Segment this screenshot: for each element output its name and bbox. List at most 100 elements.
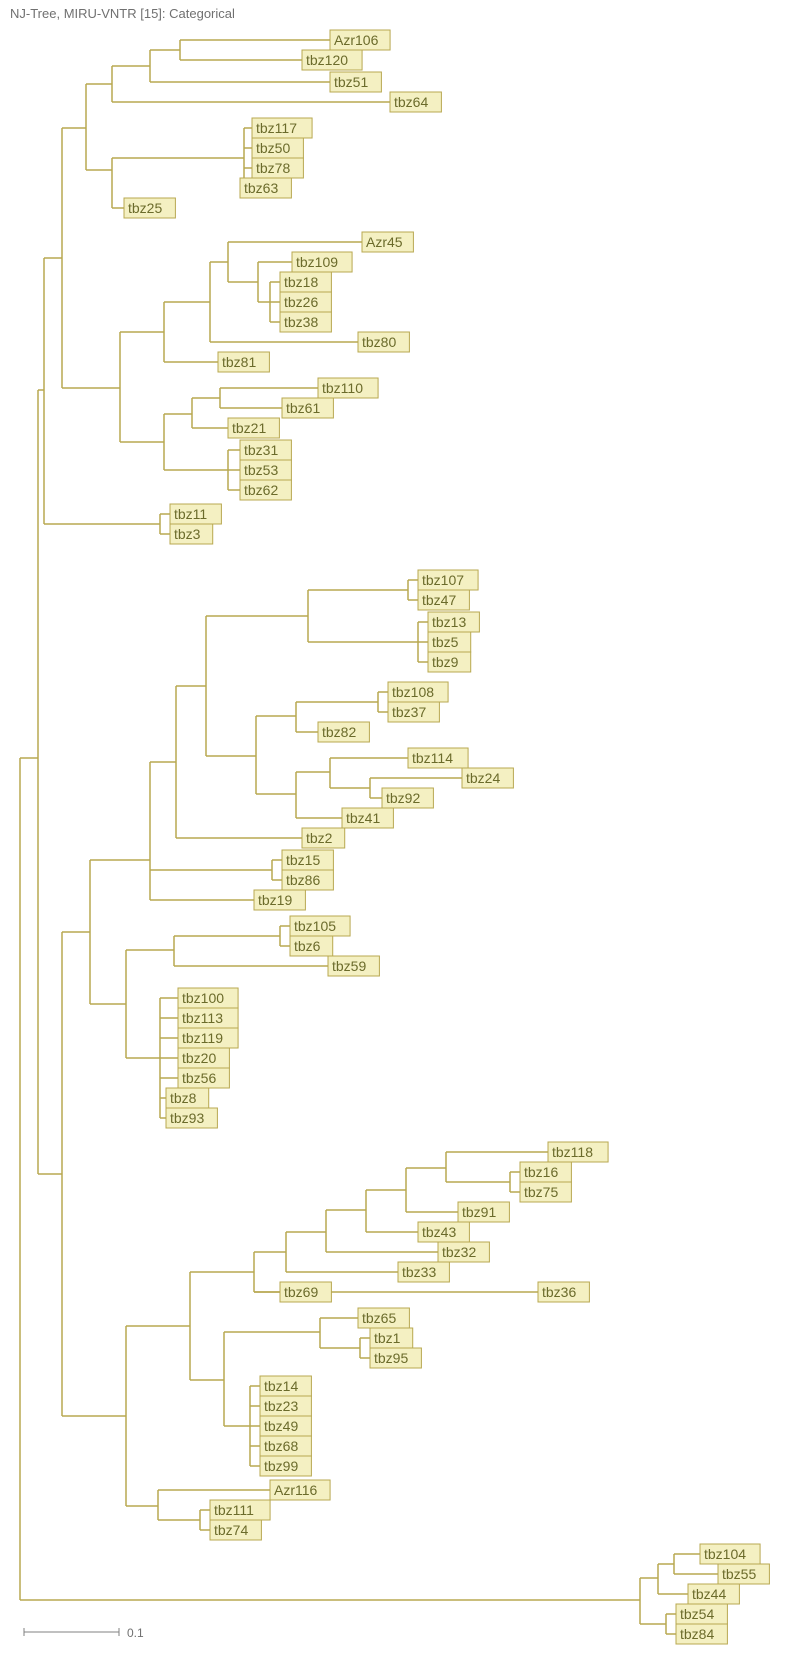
leaf-label: tbz1 [374, 1330, 401, 1346]
leaf-node: tbz104 [700, 1544, 760, 1564]
leaf-label: tbz74 [214, 1522, 248, 1538]
leaf-label: tbz56 [182, 1070, 216, 1086]
leaf-node: tbz19 [254, 890, 305, 910]
leaf-label: tbz15 [286, 852, 320, 868]
leaf-node: tbz15 [282, 850, 333, 870]
leaf-label: tbz41 [346, 810, 380, 826]
leaf-label: tbz119 [182, 1030, 223, 1046]
leaf-label: tbz109 [296, 254, 338, 270]
leaf-label: tbz54 [680, 1606, 714, 1622]
leaf-label: tbz105 [294, 918, 336, 934]
leaf-node: tbz55 [718, 1564, 769, 1584]
leaf-label: Azr106 [334, 32, 379, 48]
leaf-node: tbz61 [282, 398, 333, 418]
leaf-node: tbz114 [408, 748, 468, 768]
leaf-node: tbz9 [428, 652, 471, 672]
phylogenetic-tree: NJ-Tree, MIRU-VNTR [15]: CategoricalAzr1… [0, 0, 792, 1653]
leaf-node: tbz16 [520, 1162, 571, 1182]
leaf-label: tbz23 [264, 1398, 298, 1414]
leaf-node: tbz111 [210, 1500, 270, 1520]
leaf-label: tbz16 [524, 1164, 558, 1180]
leaf-label: tbz20 [182, 1050, 216, 1066]
leaf-label: tbz8 [170, 1090, 197, 1106]
leaf-label: Azr45 [366, 234, 403, 250]
leaf-label: tbz53 [244, 462, 278, 478]
leaf-label: tbz65 [362, 1310, 396, 1326]
leaf-label: tbz21 [232, 420, 266, 436]
leaf-label: tbz14 [264, 1378, 298, 1394]
leaf-node: Azr116 [270, 1480, 330, 1500]
leaf-node: tbz82 [318, 722, 369, 742]
leaf-label: tbz43 [422, 1224, 456, 1240]
leaf-node: tbz13 [428, 612, 479, 632]
leaf-label: tbz25 [128, 200, 162, 216]
leaf-label: tbz61 [286, 400, 320, 416]
leaf-label: tbz84 [680, 1626, 714, 1642]
leaf-node: tbz69 [280, 1282, 331, 1302]
leaf-node: tbz26 [280, 292, 331, 312]
leaf-node: tbz108 [388, 682, 448, 702]
leaf-label: tbz86 [286, 872, 320, 888]
leaf-label: tbz69 [284, 1284, 318, 1300]
leaf-label: tbz44 [692, 1586, 726, 1602]
leaf-label: tbz37 [392, 704, 426, 720]
leaf-label: tbz91 [462, 1204, 496, 1220]
leaf-node: tbz91 [458, 1202, 509, 1222]
leaf-node: tbz118 [548, 1142, 608, 1162]
leaf-label: tbz26 [284, 294, 318, 310]
leaf-node: tbz23 [260, 1396, 311, 1416]
leaf-node: tbz31 [240, 440, 291, 460]
leaf-label: tbz64 [394, 94, 428, 110]
leaf-label: tbz33 [402, 1264, 436, 1280]
leaf-node: tbz41 [342, 808, 393, 828]
leaf-label: tbz114 [412, 750, 453, 766]
leaf-node: tbz3 [170, 524, 213, 544]
leaf-node: tbz120 [302, 50, 362, 70]
leaf-node: tbz25 [124, 198, 175, 218]
leaf-label: tbz107 [422, 572, 464, 588]
leaf-node: tbz109 [292, 252, 352, 272]
leaf-node: tbz99 [260, 1456, 311, 1476]
leaf-node: tbz44 [688, 1584, 739, 1604]
leaf-node: tbz33 [398, 1262, 449, 1282]
leaf-label: tbz110 [322, 380, 363, 396]
leaf-node: tbz6 [290, 936, 333, 956]
leaf-label: tbz24 [466, 770, 500, 786]
leaf-label: tbz50 [256, 140, 290, 156]
leaf-node: tbz75 [520, 1182, 571, 1202]
leaf-label: tbz78 [256, 160, 290, 176]
leaf-node: tbz53 [240, 460, 291, 480]
leaf-node: tbz59 [328, 956, 379, 976]
leaf-node: tbz113 [178, 1008, 238, 1028]
leaf-node: tbz21 [228, 418, 279, 438]
leaf-label: tbz62 [244, 482, 278, 498]
leaf-node: tbz50 [252, 138, 303, 158]
leaf-label: tbz111 [214, 1502, 254, 1518]
leaf-node: tbz119 [178, 1028, 238, 1048]
leaf-node: tbz14 [260, 1376, 311, 1396]
leaf-node: tbz64 [390, 92, 441, 112]
leaf-node: Azr106 [330, 30, 390, 50]
leaf-label: tbz75 [524, 1184, 558, 1200]
leaf-node: tbz37 [388, 702, 439, 722]
leaf-label: tbz120 [306, 52, 348, 68]
leaf-node: tbz1 [370, 1328, 413, 1348]
leaf-label: Azr116 [274, 1482, 318, 1498]
leaf-label: tbz80 [362, 334, 396, 350]
leaf-label: tbz81 [222, 354, 256, 370]
leaf-node: tbz32 [438, 1242, 489, 1262]
leaf-label: tbz2 [306, 830, 333, 846]
leaf-label: tbz100 [182, 990, 224, 1006]
leaf-label: tbz36 [542, 1284, 576, 1300]
leaf-label: tbz49 [264, 1418, 298, 1434]
leaf-label: tbz117 [256, 120, 297, 136]
leaf-label: tbz11 [174, 506, 207, 522]
leaf-label: tbz5 [432, 634, 459, 650]
leaf-node: tbz65 [358, 1308, 409, 1328]
leaf-node: tbz63 [240, 178, 291, 198]
leaf-label: tbz6 [294, 938, 321, 954]
leaf-label: tbz92 [386, 790, 420, 806]
leaf-label: tbz104 [704, 1546, 746, 1562]
leaf-label: tbz13 [432, 614, 466, 630]
leaf-label: tbz99 [264, 1458, 298, 1474]
